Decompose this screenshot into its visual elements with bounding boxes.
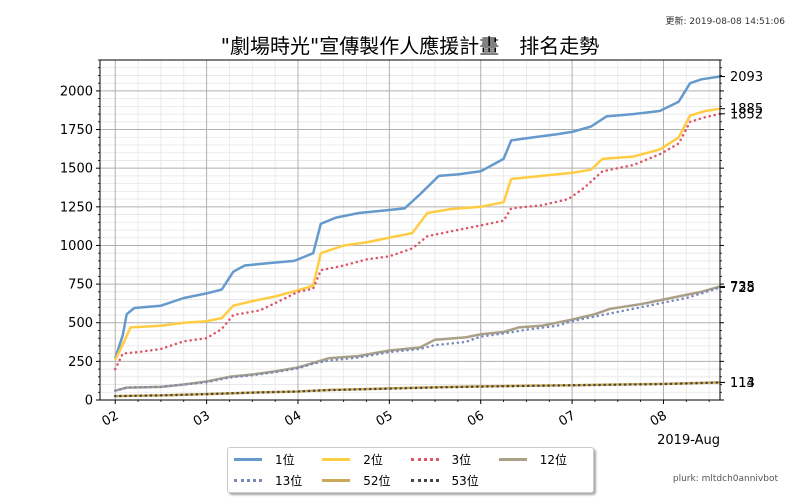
x-tick-label: 06 [465,408,487,429]
y-axis: 0 250 500 750 1000 1250 1500 1750 2000 [60,59,724,409]
x-tick-label: 07 [556,408,578,429]
y-tick-label: 0 [85,394,93,409]
x-tick-label: 05 [374,408,396,429]
y-tick-label: 1250 [60,200,93,215]
x-tick-label: 02 [100,408,122,429]
chart-title: "劇場時光"宣傳製作人應援計畫 排名走勢 [220,34,600,58]
legend-swatch [410,479,439,482]
legend-item: 3位 [410,449,499,470]
y-tick-label: 2000 [60,84,93,99]
legend-swatch [322,479,351,482]
series-line-3位 [113,112,722,371]
minor-grid [100,59,720,400]
y-tick-label: 250 [68,355,93,370]
x-axis-month-label: 2019-Aug [657,433,720,448]
legend-label: 52位 [363,474,391,488]
legend-swatch [234,479,262,482]
series-line-2位 [114,107,721,361]
series-line-53位 [113,381,722,398]
end-value-label: 728 [730,281,755,296]
x-axis: 02 03 04 05 06 07 08 [100,400,710,430]
legend-item: 12位 [498,449,587,470]
legend-item: 2位 [322,449,410,470]
series-line-12位 [114,285,721,392]
series-line-13位 [113,286,722,392]
legend-item: 1位 [234,449,322,470]
y-tick-label: 1500 [60,162,93,177]
legend-label: 3位 [451,453,472,467]
legend: 1位 2位 3位 12位 13位 52位 53位 [227,447,594,493]
source-credit: plurk: mltdch0annivbot [672,474,778,484]
x-tick-label: 03 [191,408,213,429]
end-value-label: 114 [730,376,755,391]
legend-swatch [234,458,262,461]
legend-label: 2位 [363,453,383,467]
end-value-label: 2093 [730,70,763,85]
legend-item: 52位 [322,470,410,491]
legend-label: 12位 [539,453,568,467]
legend-swatch [322,458,351,461]
x-tick-label: 04 [282,408,304,429]
end-value-label: 113 [730,376,755,391]
series-lines [113,75,722,398]
end-value-label: 1852 [730,107,763,122]
x-tick-label: 08 [648,408,670,429]
y-tick-label: 750 [68,278,93,293]
legend-label: 1位 [275,453,295,467]
legend-label: 13位 [275,474,303,488]
y-tick-label: 500 [68,316,93,331]
legend-swatch [498,458,527,461]
end-value-label: 735 [730,280,755,295]
y-tick-label: 1000 [60,239,93,254]
last-updated-timestamp: 更新: 2019-08-08 14:51:06 [665,17,785,27]
legend-item: 13位 [234,470,322,491]
y-tick-label: 1750 [60,123,93,138]
series-line-1位 [114,75,721,359]
end-value-label: 1885 [730,102,763,117]
legend-item: 53位 [410,470,499,491]
legend-label: 53位 [451,474,479,488]
legend-swatch [410,458,439,461]
